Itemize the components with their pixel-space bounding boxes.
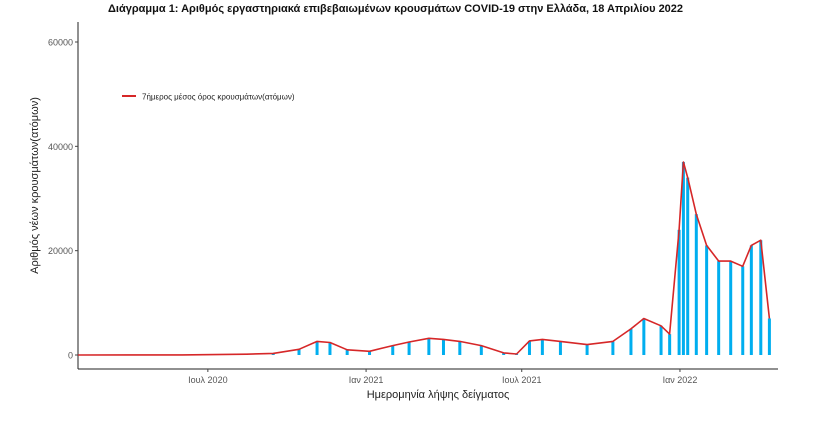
x-axis-label: Ημερομηνία λήψης δείγματος (367, 389, 510, 401)
bar (368, 351, 372, 355)
y-tick-label: 60000 (48, 38, 73, 48)
bar (407, 341, 411, 355)
bar (315, 341, 319, 355)
bar (668, 334, 672, 355)
bar (458, 341, 462, 355)
bar (694, 214, 698, 355)
y-tick-label: 20000 (48, 246, 73, 256)
bar (427, 338, 431, 355)
bar (611, 341, 615, 355)
bar (749, 245, 753, 355)
x-tick-label: Ιαν 2021 (349, 375, 384, 385)
bar (767, 318, 771, 355)
bar (717, 261, 721, 355)
bar (729, 261, 733, 355)
bar (328, 342, 332, 355)
series-line (77, 161, 771, 356)
bar (659, 325, 663, 355)
bar (345, 349, 349, 355)
bar (642, 318, 646, 355)
bar (677, 229, 681, 355)
bar (479, 345, 483, 355)
chart-title: Διάγραμμα 1: Αριθμός εργαστηριακά επιβεβ… (108, 3, 684, 15)
y-axis-label: Αριθμός νέων κρουσμάτων(ατόμων) (29, 97, 41, 274)
bar (391, 345, 395, 355)
bar (759, 240, 763, 355)
x-tick-label: Ιουλ 2021 (502, 375, 541, 385)
legend-label: 7ήμερος μέσος όρος κρουσμάτων(ατόμων) (142, 93, 295, 102)
bar (558, 341, 562, 355)
y-tick-label: 0 (68, 351, 73, 361)
bar (527, 340, 531, 355)
bar (681, 161, 685, 355)
y-tick-label: 40000 (48, 142, 73, 152)
bar (705, 245, 709, 355)
bar (741, 266, 745, 355)
bar (297, 349, 301, 355)
x-tick-label: Ιουλ 2020 (188, 375, 227, 385)
bar (441, 339, 445, 355)
bar (540, 339, 544, 355)
bar (502, 352, 506, 355)
bar (271, 353, 275, 355)
x-tick-label: Ιαν 2022 (663, 375, 698, 385)
bar (629, 328, 633, 355)
bar (686, 177, 690, 355)
bar (585, 344, 589, 355)
